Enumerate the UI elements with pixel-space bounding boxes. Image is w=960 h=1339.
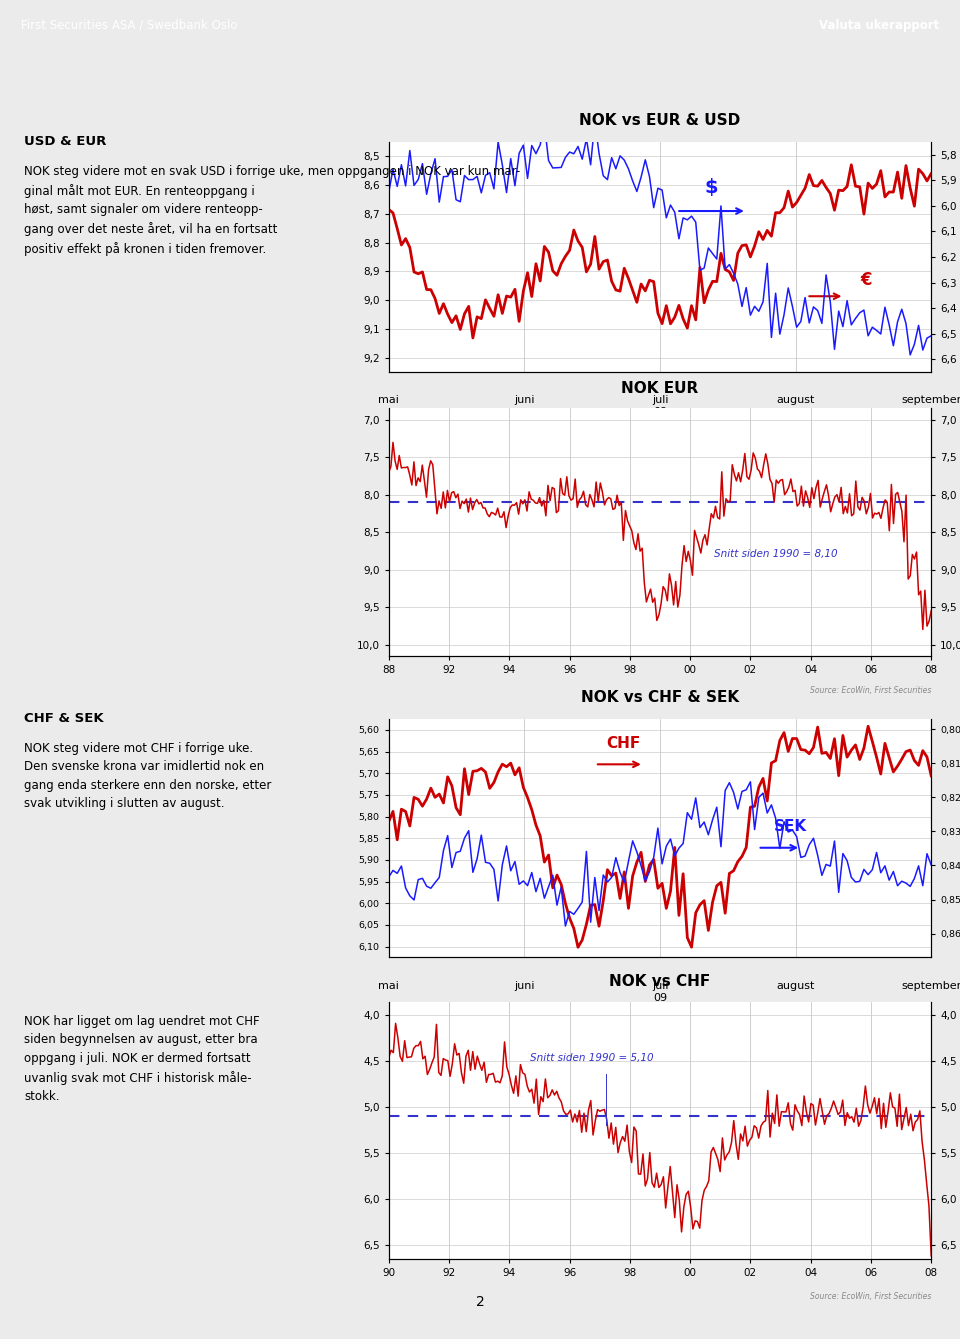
Text: Source: EcoWin, First Securities: Source: EcoWin, First Securities bbox=[810, 427, 931, 437]
Text: 2: 2 bbox=[475, 1295, 485, 1308]
Text: september: september bbox=[901, 981, 960, 991]
Text: mai: mai bbox=[378, 395, 399, 406]
Text: NOK vs EUR & USD: NOK vs EUR & USD bbox=[580, 112, 740, 129]
Text: august: august bbox=[777, 981, 815, 991]
Text: NOK har ligget om lag uendret mot CHF
siden begynnelsen av august, etter bra
opp: NOK har ligget om lag uendret mot CHF si… bbox=[24, 1015, 259, 1103]
Text: CHF & SEK: CHF & SEK bbox=[24, 712, 104, 726]
Text: NOK EUR: NOK EUR bbox=[621, 382, 699, 396]
Text: Source: EcoWin, First Securities: Source: EcoWin, First Securities bbox=[810, 686, 931, 695]
Text: CHF: CHF bbox=[606, 735, 640, 751]
Text: Valuta ukerapport: Valuta ukerapport bbox=[819, 19, 939, 32]
Text: juni: juni bbox=[515, 981, 535, 991]
Text: august: august bbox=[777, 395, 815, 406]
Text: Source: EcoWin, First Securities: Source: EcoWin, First Securities bbox=[810, 1015, 931, 1023]
Text: september: september bbox=[901, 395, 960, 406]
Text: SEK: SEK bbox=[774, 819, 807, 834]
Text: €: € bbox=[861, 270, 873, 289]
Text: NOK steg videre mot en svak USD i forrige uke, men oppgangen i NOK var kun mar-
: NOK steg videre mot en svak USD i forrig… bbox=[24, 165, 520, 256]
Text: Snitt siden 1990 = 5,10: Snitt siden 1990 = 5,10 bbox=[530, 1052, 654, 1063]
Text: juli
09: juli 09 bbox=[652, 395, 668, 416]
Text: NOK steg videre mot CHF i forrige uke.
Den svenske krona var imidlertid nok en
g: NOK steg videre mot CHF i forrige uke. D… bbox=[24, 742, 272, 810]
Text: NOK vs CHF & SEK: NOK vs CHF & SEK bbox=[581, 690, 739, 704]
Text: juni: juni bbox=[515, 395, 535, 406]
Text: NOK vs CHF: NOK vs CHF bbox=[610, 973, 710, 988]
Text: juli
09: juli 09 bbox=[652, 981, 668, 1003]
Text: Source: EcoWin, First Securities: Source: EcoWin, First Securities bbox=[810, 1292, 931, 1302]
Text: $: $ bbox=[705, 178, 718, 197]
Text: mai: mai bbox=[378, 981, 399, 991]
Text: Snitt siden 1990 = 8,10: Snitt siden 1990 = 8,10 bbox=[714, 549, 838, 558]
Text: First Securities ASA / Swedbank Oslo: First Securities ASA / Swedbank Oslo bbox=[21, 19, 238, 32]
Text: USD & EUR: USD & EUR bbox=[24, 135, 107, 149]
